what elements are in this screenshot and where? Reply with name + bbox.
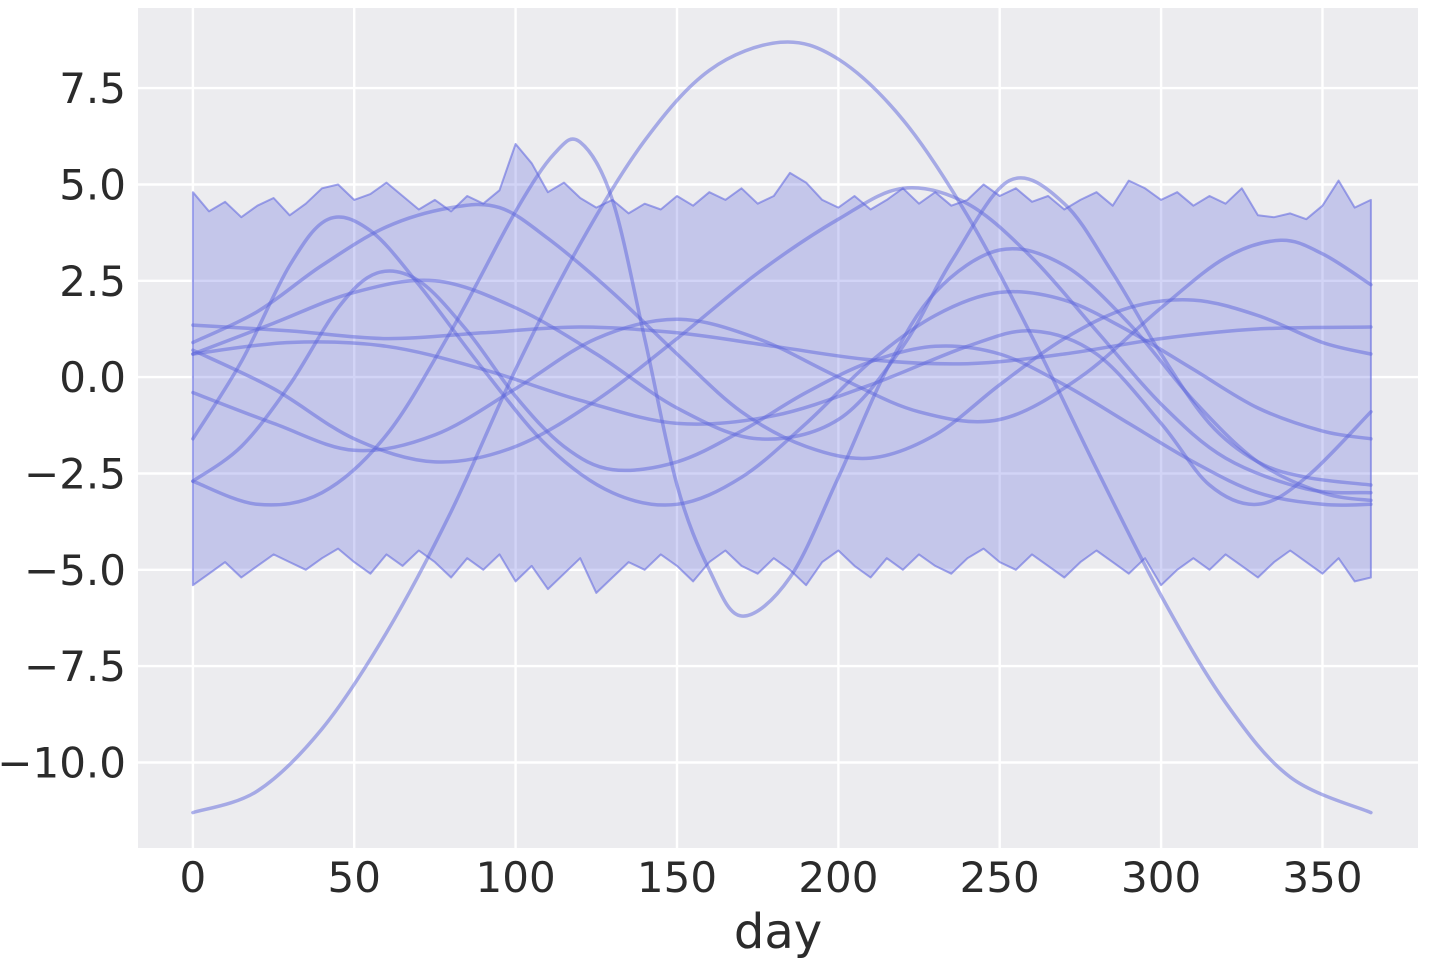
x-tick-label: 250	[960, 853, 1040, 902]
gp-sample-6-line	[191, 186, 1373, 495]
gp-sample-5-line	[191, 202, 1373, 461]
x-tick-label: 0	[180, 853, 207, 902]
plot-panel	[138, 8, 1418, 848]
y-tick-label: −2.5	[24, 450, 126, 499]
y-tick-label: 5.0	[59, 161, 126, 210]
y-tick-label: 7.5	[59, 64, 126, 113]
plot-panel-background	[138, 8, 1418, 848]
gp-sample-10-line	[191, 329, 1373, 507]
noise-band	[191, 143, 1372, 594]
y-tick-label: 0.0	[59, 353, 126, 402]
x-tick-labels: 0 50 100 150 200 250 300 350	[180, 853, 1363, 902]
y-tick-label: −10.0	[0, 739, 126, 788]
gp-sample-8-line	[191, 215, 1373, 507]
x-tick-label: 50	[327, 853, 380, 902]
x-axis-title: day	[734, 904, 822, 960]
x-tick-label: 300	[1121, 853, 1201, 902]
y-tick-label: −7.5	[24, 642, 126, 691]
gp-sample-9-line	[191, 269, 1373, 507]
noise-band-area	[191, 143, 1372, 594]
sample-lines	[191, 40, 1373, 815]
y-tick-labels: 7.5 5.0 2.5 0.0 −2.5 −5.0 −7.5 −10.0	[0, 64, 126, 787]
gp-sample-2-line	[191, 137, 1373, 618]
y-tick-label: −5.0	[24, 546, 126, 595]
x-tick-label: 200	[798, 853, 878, 902]
gridlines	[138, 8, 1418, 848]
gp-sample-3-line	[191, 176, 1373, 487]
x-tick-label: 150	[637, 853, 717, 902]
y-tick-label: 2.5	[59, 257, 126, 306]
x-tick-label: 100	[476, 853, 556, 902]
x-tick-label: 350	[1282, 853, 1362, 902]
gp-sample-7-line	[191, 238, 1373, 453]
gp-sample-1-line	[191, 40, 1373, 815]
